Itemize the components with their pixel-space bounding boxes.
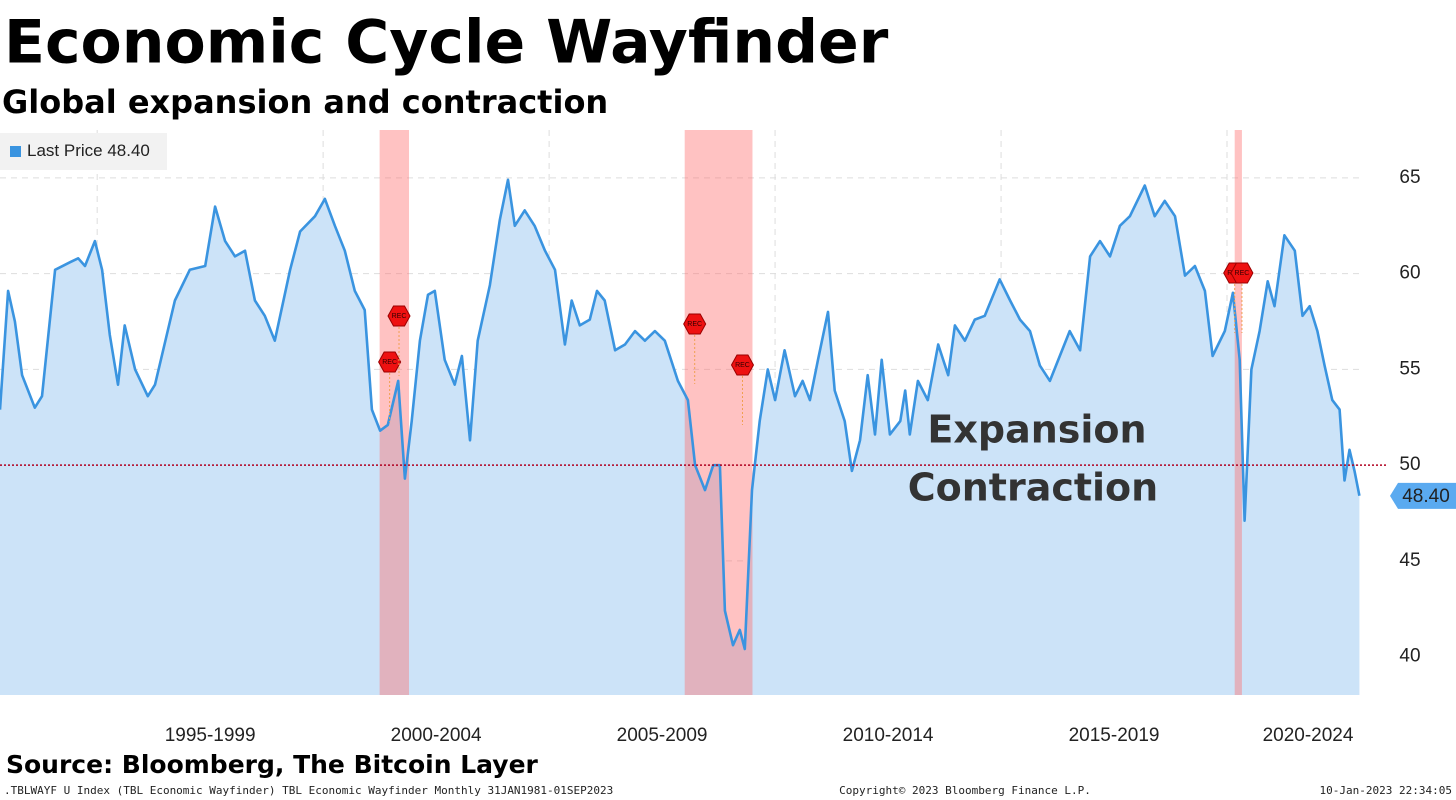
legend-entry: Last Price 48.40 bbox=[27, 141, 150, 160]
footer-left: .TBLWAYF U Index (TBL Economic Wayfinder… bbox=[4, 784, 613, 797]
x-tick-label: 1995-1999 bbox=[165, 725, 256, 746]
chart-title: Economic Cycle Wayfinder bbox=[4, 8, 889, 78]
rec-label: REC bbox=[735, 362, 750, 369]
recession-band bbox=[1234, 130, 1242, 695]
legend-swatch bbox=[10, 146, 21, 157]
annotation: Expansion bbox=[927, 408, 1146, 452]
legend-label: Last Price bbox=[27, 141, 103, 160]
y-tick-label: 60 bbox=[1399, 263, 1420, 284]
footer-right: 10-Jan-2023 22:34:05 bbox=[1320, 784, 1452, 797]
rec-label: REC bbox=[1235, 270, 1250, 277]
source: Source: Bloomberg, The Bitcoin Layer bbox=[6, 750, 539, 779]
recession-band bbox=[684, 130, 753, 695]
rec-marker bbox=[730, 354, 755, 376]
rec-marker bbox=[387, 305, 411, 327]
rec-marker bbox=[683, 313, 707, 335]
legend-value: 48.40 bbox=[107, 141, 150, 160]
recession-band bbox=[379, 130, 410, 695]
rec-marker bbox=[378, 351, 402, 373]
line bbox=[0, 178, 1361, 651]
last-value-label: 48.40 bbox=[1402, 486, 1450, 507]
legend-box bbox=[0, 133, 167, 170]
chart-subtitle: Global expansion and contraction bbox=[2, 83, 608, 121]
y-tick-label: 55 bbox=[1399, 358, 1420, 379]
x-tick-label: 2010-2014 bbox=[843, 725, 934, 746]
y-tick-label: 50 bbox=[1399, 454, 1420, 475]
footer-center: Copyright© 2023 Bloomberg Finance L.P. bbox=[839, 784, 1091, 797]
rec-label: REC bbox=[687, 321, 702, 328]
x-tick-label: 2015-2019 bbox=[1069, 725, 1160, 746]
plot: RECRECRECRECRECRECExpansionContraction bbox=[0, 130, 1388, 696]
rec-label: REC bbox=[382, 359, 397, 366]
x-tick-label: 2020-2024 bbox=[1263, 725, 1354, 746]
annotation: Contraction bbox=[908, 466, 1158, 510]
last-value-tag bbox=[1390, 482, 1456, 509]
rec-marker bbox=[1230, 262, 1254, 284]
y-tick-label: 65 bbox=[1399, 167, 1420, 188]
x-tick-label: 2005-2009 bbox=[617, 725, 708, 746]
y-tick-label: 45 bbox=[1399, 550, 1420, 571]
x-tick-label: 2000-2004 bbox=[391, 725, 482, 746]
rec-label: REC bbox=[392, 313, 407, 320]
y-tick-label: 40 bbox=[1399, 646, 1420, 667]
area bbox=[0, 179, 1360, 696]
